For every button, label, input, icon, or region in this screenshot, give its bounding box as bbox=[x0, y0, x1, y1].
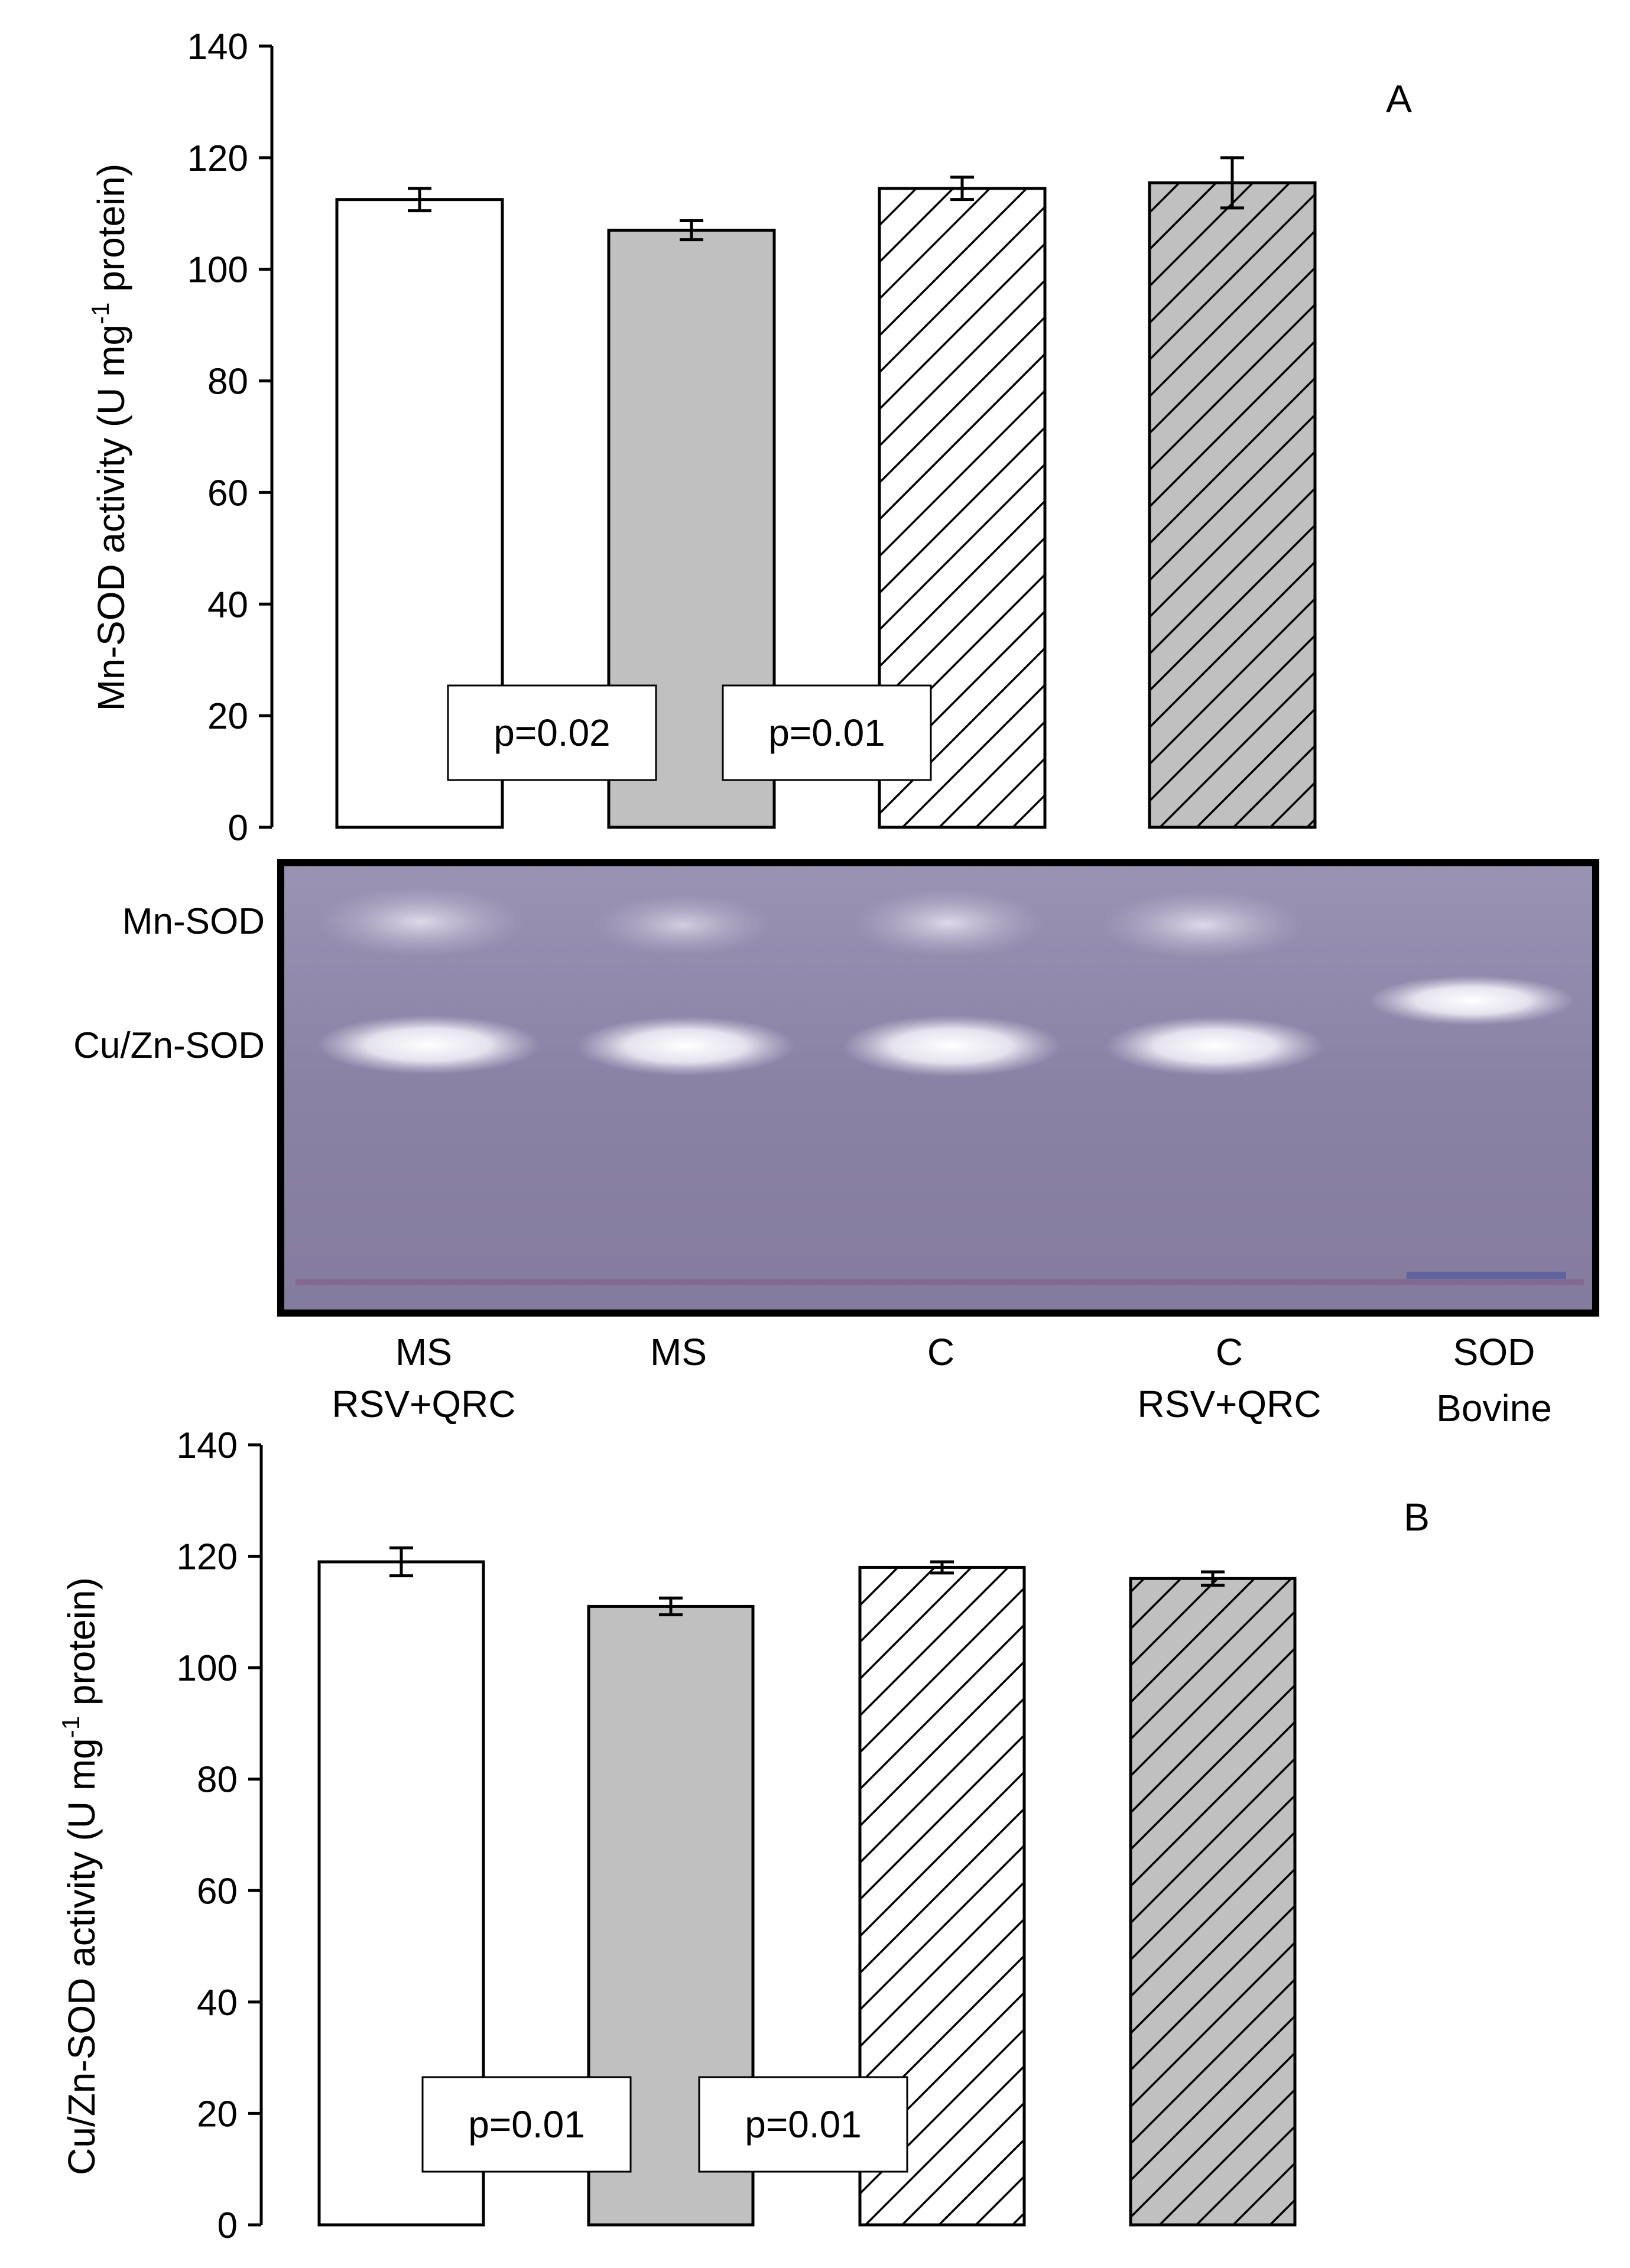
panel-b-error-bar-1 bbox=[389, 1546, 413, 1578]
panel-b-y-tick-label: 80 bbox=[197, 1760, 238, 1801]
panel-a-y-tick-label: 0 bbox=[228, 808, 248, 849]
panel-a-y-tick-label: 60 bbox=[207, 473, 248, 514]
panel-b-error-bar-3 bbox=[930, 1560, 954, 1575]
panel-a-error-bar-1 bbox=[408, 187, 431, 213]
svg-text:p=0.01: p=0.01 bbox=[745, 2103, 862, 2146]
panel-a-y-axis-title: Mn-SOD activity (U mg-1 protein) bbox=[86, 164, 132, 711]
svg-text:p=0.01: p=0.01 bbox=[468, 2103, 585, 2146]
gel-label-cuzn-sod: Cu/Zn-SOD bbox=[73, 1025, 265, 1066]
panel-a-pvalue-box-2: p=0.01 bbox=[722, 684, 932, 781]
panel-a-bar-4 bbox=[1148, 181, 1317, 829]
panel-a-label: A bbox=[1386, 77, 1412, 121]
panel-b-pvalue-box-2: p=0.01 bbox=[698, 2076, 908, 2173]
svg-text:p=0.02: p=0.02 bbox=[493, 711, 611, 754]
lane-label-5: SOD bbox=[1453, 1331, 1535, 1373]
gel-band-cuzn-lane1 bbox=[316, 1015, 541, 1074]
gel-band-cuzn-lane3 bbox=[842, 1015, 1061, 1077]
gel-band-mn-lane4 bbox=[1102, 891, 1303, 959]
gel-label-mn-sod: Mn-SOD bbox=[122, 901, 265, 942]
lane-label-4-sub: RSV+QRC bbox=[1137, 1383, 1321, 1425]
lane-label-4: C bbox=[1216, 1331, 1243, 1373]
lane-label-2: MS bbox=[650, 1331, 707, 1373]
panel-b-bar-4 bbox=[1129, 1577, 1297, 2227]
gel-band-mn-lane1 bbox=[317, 886, 524, 957]
gel-band-cuzn-lane4 bbox=[1105, 1016, 1324, 1075]
panel-a-y-tick-label: 120 bbox=[187, 138, 248, 179]
panel-a-y-tick-label: 100 bbox=[187, 250, 248, 291]
panel-a-chart: A Mn-SOD activity (U mg-1 protein) 0 20 40… bbox=[86, 27, 1412, 849]
lane-label-1: MS bbox=[395, 1331, 452, 1373]
lane-label-1-sub: RSV+QRC bbox=[332, 1383, 515, 1425]
panel-b-y-tick-label: 60 bbox=[197, 1871, 238, 1912]
gel-band-cuzn-lane2 bbox=[576, 1016, 795, 1075]
panel-a-y-tick-label: 80 bbox=[207, 362, 248, 402]
panel-a-pvalue-box-1: p=0.02 bbox=[447, 684, 657, 781]
gel-band-mn-lane3 bbox=[854, 889, 1043, 957]
panel-b-y-tick-label: 40 bbox=[197, 1983, 238, 2023]
panel-b-y-axis-title: Cu/Zn-SOD activity (U mg-1 protein) bbox=[57, 1577, 103, 2175]
lane-label-5-sub: Bovine bbox=[1436, 1387, 1552, 1429]
panel-b-y-tick-label: 100 bbox=[177, 1648, 238, 1689]
lane-label-3: C bbox=[927, 1331, 954, 1373]
panel-a-error-bar-3 bbox=[950, 176, 974, 202]
panel-b-error-bar-2 bbox=[659, 1596, 683, 1617]
panel-a-y-tick-label: 40 bbox=[207, 584, 248, 625]
gel-band-bovine bbox=[1368, 976, 1575, 1025]
gel-lane-labels: MS RSV+QRC MS C C RSV+QRC SOD Bovine bbox=[332, 1331, 1551, 1429]
panel-a-y-axis: 0 20 40 60 80 100 120 140 bbox=[187, 27, 274, 849]
panel-b-y-tick-label: 120 bbox=[177, 1537, 238, 1578]
panel-b-error-bar-4 bbox=[1201, 1570, 1225, 1587]
panel-b-label: B bbox=[1404, 1495, 1430, 1539]
panel-b-y-tick-label: 140 bbox=[177, 1425, 238, 1466]
panel-a-y-tick-label: 140 bbox=[187, 27, 248, 67]
panel-b-y-tick-label: 20 bbox=[197, 2094, 238, 2134]
panel-b-y-tick-label: 0 bbox=[217, 2205, 238, 2246]
zymogram-gel: Mn-SOD Cu/Zn-SOD bbox=[73, 859, 1599, 1317]
gel-band-mn-lane2 bbox=[594, 894, 771, 956]
svg-text:p=0.01: p=0.01 bbox=[768, 711, 885, 754]
panel-b-y-axis: 0 20 40 60 80 100 120 140 bbox=[177, 1425, 263, 2246]
panel-b-chart: B Cu/Zn-SOD activity (U mg-1 protein) 0 2… bbox=[57, 1425, 1430, 2246]
panel-a-error-bar-4 bbox=[1220, 156, 1244, 210]
panel-b-pvalue-box-1: p=0.01 bbox=[421, 2076, 632, 2173]
panel-a-error-bar-2 bbox=[680, 219, 703, 242]
panel-a-y-tick-label: 20 bbox=[207, 696, 248, 737]
